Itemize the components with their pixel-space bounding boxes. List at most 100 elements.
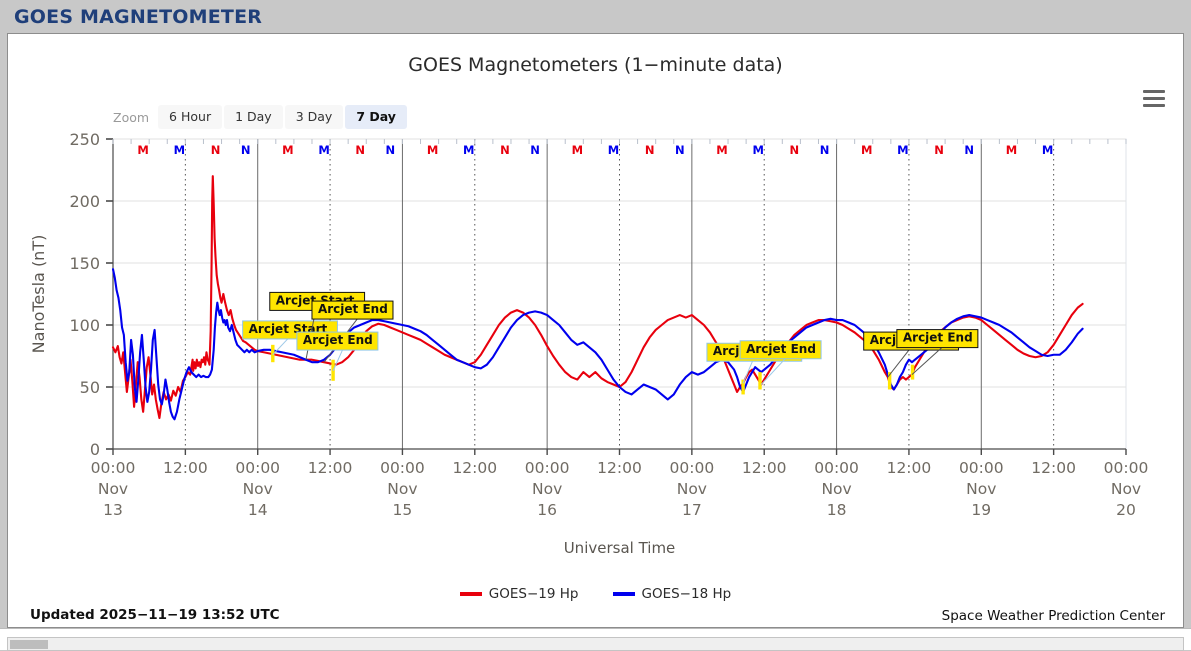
mn-marker: N	[675, 143, 685, 157]
menu-bar-1	[1143, 90, 1165, 93]
mn-marker: M	[572, 143, 583, 157]
mn-marker: M	[427, 143, 438, 157]
scrollbar-thumb[interactable]	[10, 640, 48, 649]
page-scrollbar[interactable]	[0, 628, 1191, 651]
mn-marker: N	[500, 143, 510, 157]
mn-marker: M	[463, 143, 474, 157]
y-axis-tick-label: 0	[90, 440, 100, 459]
x-axis-time-label: 00:00	[1104, 459, 1149, 477]
legend-label-goes-19: GOES−19 Hp	[488, 586, 579, 602]
annotation-box[interactable]	[896, 329, 979, 349]
x-axis-time-label: 00:00	[959, 459, 1004, 477]
x-axis-day-label: 17	[682, 501, 702, 519]
legend-label-goes-18: GOES−18 Hp	[641, 586, 732, 602]
x-axis-month-label: Nov	[1111, 480, 1141, 498]
x-axis-time-label: 12:00	[452, 459, 497, 477]
x-axis-day-label: 14	[248, 501, 268, 519]
zoom-label: Zoom	[113, 109, 150, 125]
y-axis-tick-label: 150	[69, 254, 100, 273]
chart-legend: GOES−19 Hp GOES−18 Hp	[8, 586, 1183, 602]
annotation-label: Arcjet End	[746, 342, 816, 356]
mn-marker: M	[861, 143, 872, 157]
mn-marker: N	[790, 143, 800, 157]
menu-bar-3	[1143, 103, 1165, 107]
mn-marker: N	[934, 143, 944, 157]
mn-marker: M	[137, 143, 148, 157]
mn-marker: N	[645, 143, 655, 157]
menu-bar-2	[1143, 96, 1165, 100]
legend-item-goes-18[interactable]: GOES−18 Hp	[612, 586, 732, 602]
legend-item-goes-19[interactable]: GOES−19 Hp	[459, 586, 579, 602]
attribution-text: Space Weather Prediction Center	[941, 608, 1165, 624]
x-axis-time-label: 00:00	[814, 459, 859, 477]
annotation-label: Arcjet End	[303, 333, 373, 347]
legend-swatch-goes-18	[612, 592, 635, 596]
x-axis-day-label: 19	[971, 501, 991, 519]
mn-marker: M	[174, 143, 185, 157]
hamburger-menu-icon[interactable]	[1143, 90, 1165, 108]
updated-timestamp: Updated 2025−11−19 13:52 UTC	[30, 607, 280, 623]
mn-marker: M	[1006, 143, 1017, 157]
legend-swatch-goes-19	[459, 592, 482, 596]
y-axis-title: NanoTesla (nT)	[29, 235, 48, 354]
x-axis-day-label: 15	[393, 501, 413, 519]
x-axis-day-label: 20	[1116, 501, 1136, 519]
x-axis-time-label: 00:00	[525, 459, 570, 477]
annotation-leader-line	[911, 346, 944, 375]
y-axis-tick-label: 200	[69, 192, 100, 211]
zoom-button-7-day[interactable]: 7 Day	[345, 105, 407, 129]
annotation-leader-line	[887, 348, 911, 378]
mn-marker: N	[211, 143, 221, 157]
x-axis-time-label: 12:00	[1031, 459, 1076, 477]
zoom-button-6-hour[interactable]: 6 Hour	[158, 105, 223, 129]
y-axis-tick-label: 50	[80, 378, 100, 397]
x-axis-title: Universal Time	[564, 539, 676, 557]
x-axis-time-label: 12:00	[163, 459, 208, 477]
annotation-leader-line	[332, 348, 344, 372]
annotation-box[interactable]	[311, 300, 394, 320]
x-axis-time-label: 00:00	[235, 459, 280, 477]
mn-marker: M	[897, 143, 908, 157]
page-title: GOES MAGNETOMETER	[14, 5, 263, 28]
zoom-button-1-day[interactable]: 1 Day	[224, 105, 283, 129]
x-axis-month-label: Nov	[966, 480, 996, 498]
mn-marker: M	[608, 143, 619, 157]
annotation-leader-line	[742, 360, 754, 384]
y-axis-tick-label: 100	[69, 316, 100, 335]
x-axis-time-label: 12:00	[887, 459, 932, 477]
mn-marker: M	[716, 143, 727, 157]
mn-marker: M	[282, 143, 293, 157]
annotation-leader-line	[760, 357, 787, 385]
series-line-goes-18[interactable]	[111, 268, 1084, 421]
mn-marker: M	[752, 143, 763, 157]
page-header: GOES MAGNETOMETER	[0, 0, 1191, 33]
mn-marker: M	[318, 143, 329, 157]
x-axis-time-label: 00:00	[380, 459, 425, 477]
mn-marker: N	[386, 143, 396, 157]
x-axis-time-label: 12:00	[597, 459, 642, 477]
x-axis-time-label: 12:00	[308, 459, 353, 477]
chart-title: GOES Magnetometers (1−minute data)	[408, 54, 783, 76]
x-axis-month-label: Nov	[532, 480, 562, 498]
mn-marker: N	[530, 143, 540, 157]
annotation-leader-line	[272, 337, 290, 356]
annotation-box[interactable]	[739, 340, 822, 360]
zoom-button-3-day[interactable]: 3 Day	[284, 105, 344, 129]
x-axis-time-label: 00:00	[670, 459, 715, 477]
x-axis-month-label: Nov	[677, 480, 707, 498]
annotation-label: Arcjet End	[903, 331, 973, 345]
mn-marker: N	[964, 143, 974, 157]
mn-marker: N	[355, 143, 365, 157]
mn-marker: N	[820, 143, 830, 157]
magnetometer-plot[interactable]: 0 50 100 150 200 250 NanoTesla (nT) 00:00 Nov 13 1…	[8, 34, 1185, 594]
y-axis-tick-label: 250	[69, 130, 100, 149]
scrollbar-track[interactable]	[7, 637, 1184, 651]
x-axis-day-label: 18	[827, 501, 847, 519]
zoom-range-selector: Zoom 6 Hour 1 Day 3 Day 7 Day	[113, 105, 409, 129]
x-axis-month-label: Nov	[243, 480, 273, 498]
annotation-box[interactable]	[296, 331, 379, 351]
x-axis-month-label: Nov	[821, 480, 851, 498]
mn-marker: M	[1042, 143, 1053, 157]
chart-card: GOES Magnetometers (1−minute data) Zoom …	[7, 33, 1184, 628]
x-axis-day-label: 16	[537, 501, 557, 519]
